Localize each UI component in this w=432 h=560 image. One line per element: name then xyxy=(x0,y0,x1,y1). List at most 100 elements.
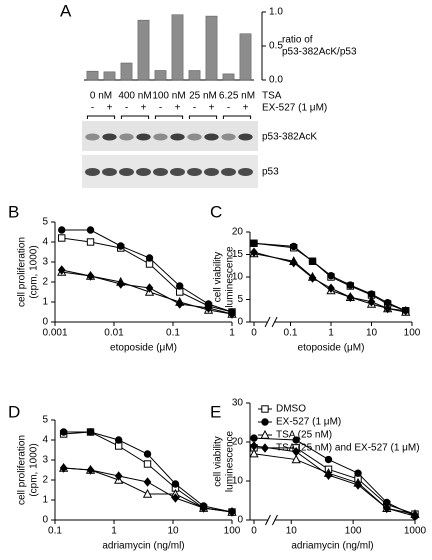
data-point xyxy=(324,470,333,480)
bracket xyxy=(86,115,116,119)
bar xyxy=(154,70,167,81)
y-tick-label: 2 xyxy=(42,277,48,288)
x-tick-label: 0.01 xyxy=(104,328,124,339)
data-point xyxy=(204,303,213,313)
blot-band xyxy=(204,133,219,141)
x-tick-label: 10 xyxy=(286,526,298,537)
blot-band xyxy=(187,168,202,176)
category-title: EX-527 (1 μM) xyxy=(262,103,327,114)
y-axis-title: cell viability xyxy=(213,252,224,303)
blot-band xyxy=(136,168,151,176)
blot-band xyxy=(136,133,151,141)
x-axis-title: etoposide (μM) xyxy=(110,343,177,354)
sign-label: + xyxy=(209,103,215,114)
axis-break xyxy=(272,514,278,526)
data-point xyxy=(175,299,184,309)
group-label: 0 nM xyxy=(90,91,112,102)
y-axis-title: cell proliferation xyxy=(17,237,28,307)
group-title: TSA xyxy=(262,91,282,102)
data-point xyxy=(228,507,236,517)
legend-marker xyxy=(261,405,269,413)
legend-label: DMSO xyxy=(276,404,306,415)
panel-label: A xyxy=(60,1,72,20)
data-point xyxy=(367,296,376,307)
data-point xyxy=(59,428,68,436)
blot-band xyxy=(85,133,100,141)
data-point xyxy=(86,428,95,436)
y-axis-title: luminescence xyxy=(225,246,236,308)
panel-label: D xyxy=(8,402,20,421)
data-point xyxy=(116,279,125,289)
data-point xyxy=(401,305,410,316)
bar xyxy=(171,14,184,81)
y2-tick-label: 0.5 xyxy=(269,41,283,52)
bracket xyxy=(188,115,218,119)
data-point xyxy=(292,436,300,444)
y-tick-label: 4 xyxy=(42,435,48,446)
data-point xyxy=(250,441,258,451)
data-point xyxy=(58,226,66,234)
axis-break xyxy=(264,316,271,328)
y-tick-label: 5 xyxy=(42,415,48,426)
legend-label: EX-527 (1 μM) xyxy=(276,417,341,428)
x-tick-label: 1 xyxy=(111,526,117,537)
bracket xyxy=(120,115,150,119)
data-point xyxy=(114,442,123,450)
blot-band xyxy=(238,133,253,141)
data-point xyxy=(367,290,376,298)
y-tick-label: 30 xyxy=(232,398,244,409)
blot-band xyxy=(221,133,236,141)
y-tick-label: 1 xyxy=(42,297,48,308)
x-axis-title: adriamycin (ng/ml) xyxy=(291,541,373,552)
data-point xyxy=(308,273,317,283)
legend-marker xyxy=(260,429,270,439)
legend-marker xyxy=(261,418,269,426)
legend-label: TSA (25 nM) xyxy=(276,430,332,441)
data-point xyxy=(249,448,259,458)
group-label: 100 nM xyxy=(152,91,185,102)
data-point xyxy=(86,226,95,234)
x-axis-title: etoposide (μM) xyxy=(298,343,365,354)
sign-label: - xyxy=(91,103,94,114)
x-tick-label: 0.001 xyxy=(42,328,67,339)
y-tick-label: 2 xyxy=(42,475,48,486)
blot-label: p53-382AcK xyxy=(262,132,317,143)
bracket xyxy=(154,115,184,119)
y-axis-title: cell viability xyxy=(213,436,224,487)
bar xyxy=(86,70,99,81)
data-point xyxy=(354,469,362,477)
bar xyxy=(239,33,252,81)
data-point xyxy=(145,254,154,262)
sign-label: + xyxy=(175,103,181,114)
legend-label: TSA (25 nM) and EX-527 (1 μM) xyxy=(276,443,420,454)
data-point xyxy=(176,282,184,290)
group-label: 400 nM xyxy=(118,91,151,102)
data-point xyxy=(57,265,66,275)
data-point xyxy=(114,471,123,481)
y-tick-label: 10 xyxy=(232,476,244,487)
series-line xyxy=(253,437,416,517)
y-tick-label: 0 xyxy=(42,317,48,328)
sign-label: - xyxy=(227,103,230,114)
data-point xyxy=(143,460,152,468)
data-point xyxy=(176,288,184,296)
data-point xyxy=(86,465,95,475)
data-point xyxy=(145,283,154,293)
data-point xyxy=(291,454,301,464)
data-point xyxy=(324,455,333,464)
y-tick-label: 5 xyxy=(237,294,243,305)
y2-axis-title: p53-382AcK/p53 xyxy=(282,47,357,58)
x-tick-label: 1 xyxy=(328,328,334,339)
y2-axis-title: ratio of xyxy=(282,35,313,46)
blot-band xyxy=(119,168,134,176)
data-point xyxy=(354,480,362,490)
x-tick-label: 1000 xyxy=(404,526,427,537)
blot-band xyxy=(170,133,185,141)
data-point xyxy=(86,271,95,281)
data-point xyxy=(58,234,66,242)
data-point xyxy=(411,511,419,521)
data-point xyxy=(171,493,180,503)
bar xyxy=(103,71,116,81)
sign-label: + xyxy=(107,103,113,114)
